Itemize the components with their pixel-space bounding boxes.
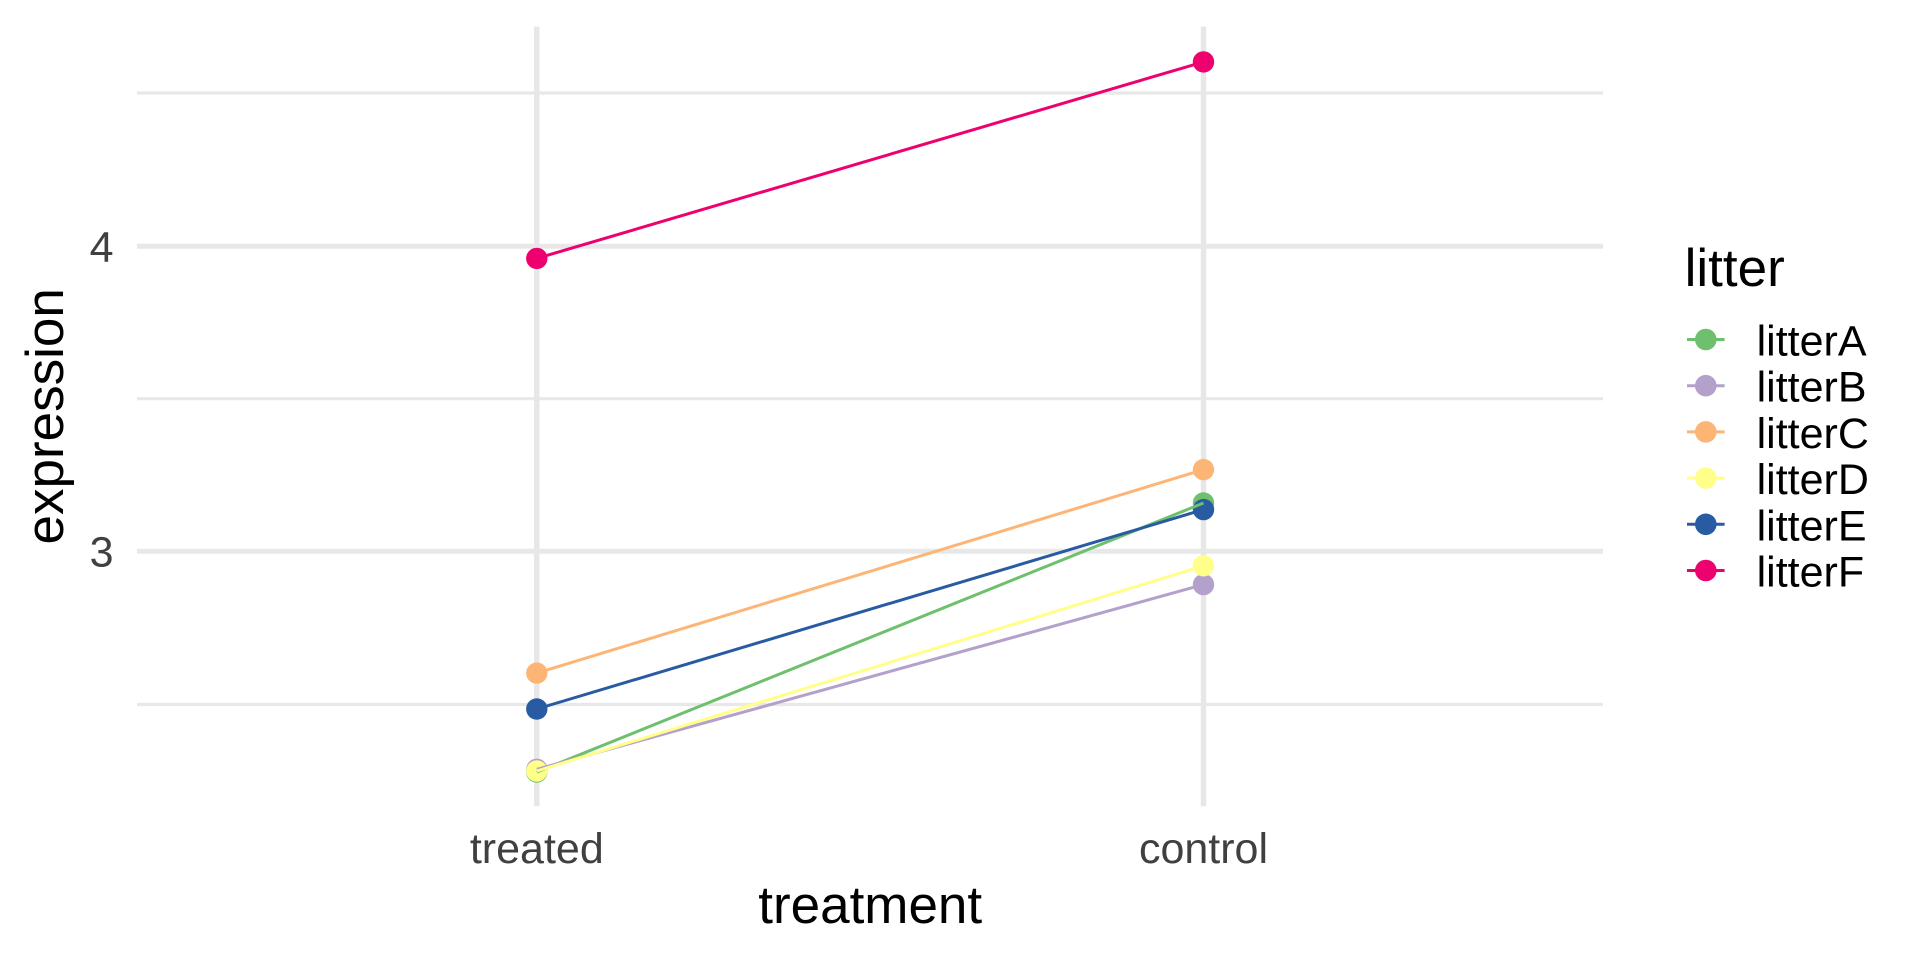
svg-text:litterA: litterA (1757, 318, 1867, 366)
svg-text:litterC: litterC (1757, 410, 1869, 458)
svg-text:litterB: litterB (1757, 364, 1867, 412)
svg-text:litter: litter (1685, 239, 1785, 298)
svg-text:litterF: litterF (1757, 549, 1865, 597)
svg-text:expression: expression (16, 288, 75, 544)
svg-text:treated: treated (470, 825, 604, 873)
svg-text:litterE: litterE (1757, 502, 1867, 550)
svg-text:litterD: litterD (1757, 456, 1869, 504)
svg-text:treatment: treatment (758, 876, 982, 935)
svg-text:3: 3 (90, 529, 114, 577)
svg-text:control: control (1139, 825, 1268, 873)
svg-text:4: 4 (90, 224, 114, 272)
